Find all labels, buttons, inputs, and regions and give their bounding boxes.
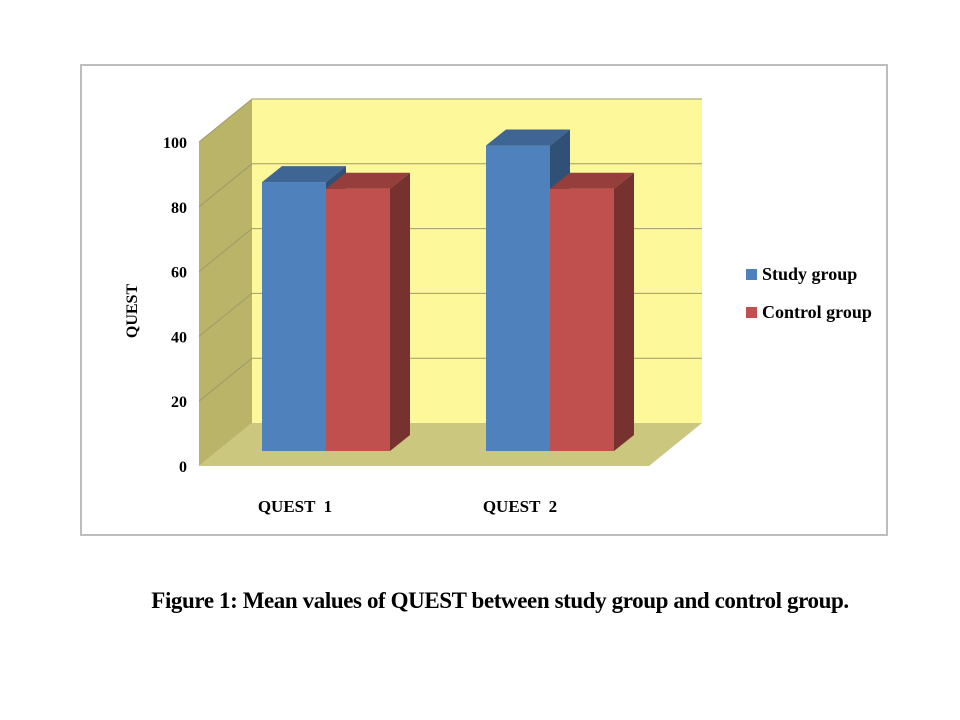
bar-top [486,129,570,146]
bar-top [326,172,410,189]
y-axis-ticks: 0 20 40 60 80 100 [163,135,187,476]
figure-caption: Figure 1: Mean values of QUEST between s… [151,588,849,613]
gridline-side [198,228,253,272]
bar-front [550,188,614,451]
y-tick-label: 80 [171,200,187,217]
y-axis-label: QUEST [124,284,141,339]
x-axis-categories: QUEST 1 QUEST 2 [258,497,557,516]
bar-chart: 0 20 40 60 80 100 QUEST 1 QUEST 2 Study group C… [124,98,872,516]
bar [326,172,410,451]
x-category-label: QUEST 2 [483,497,557,516]
y-tick-label: 100 [163,135,187,152]
bar-front [262,182,326,451]
gridline-side [198,98,253,143]
bar [550,172,634,451]
bar-side [390,172,410,451]
bar-top [550,172,634,189]
x-category-label: QUEST 1 [258,497,332,516]
y-tick-label: 0 [179,459,187,476]
side-wall [199,99,252,466]
gridline-side [198,293,253,337]
y-tick-label: 40 [171,329,187,346]
legend-swatch [746,307,757,318]
bar-front [486,145,550,451]
bars [262,129,634,451]
legend: Study group Control group [746,264,872,322]
bar-side [614,172,634,451]
y-tick-label: 20 [171,394,187,411]
gridline-side [198,163,253,208]
legend-swatch [746,269,757,280]
legend-entry: Study group [762,264,857,284]
y-tick-label: 60 [171,265,187,282]
bar-front [326,188,390,451]
bar-top [262,166,346,183]
gridline-side [198,357,253,402]
legend-entry: Control group [762,302,872,322]
chart-frame: 0 20 40 60 80 100 QUEST 1 QUEST 2 Study group C… [80,64,888,536]
